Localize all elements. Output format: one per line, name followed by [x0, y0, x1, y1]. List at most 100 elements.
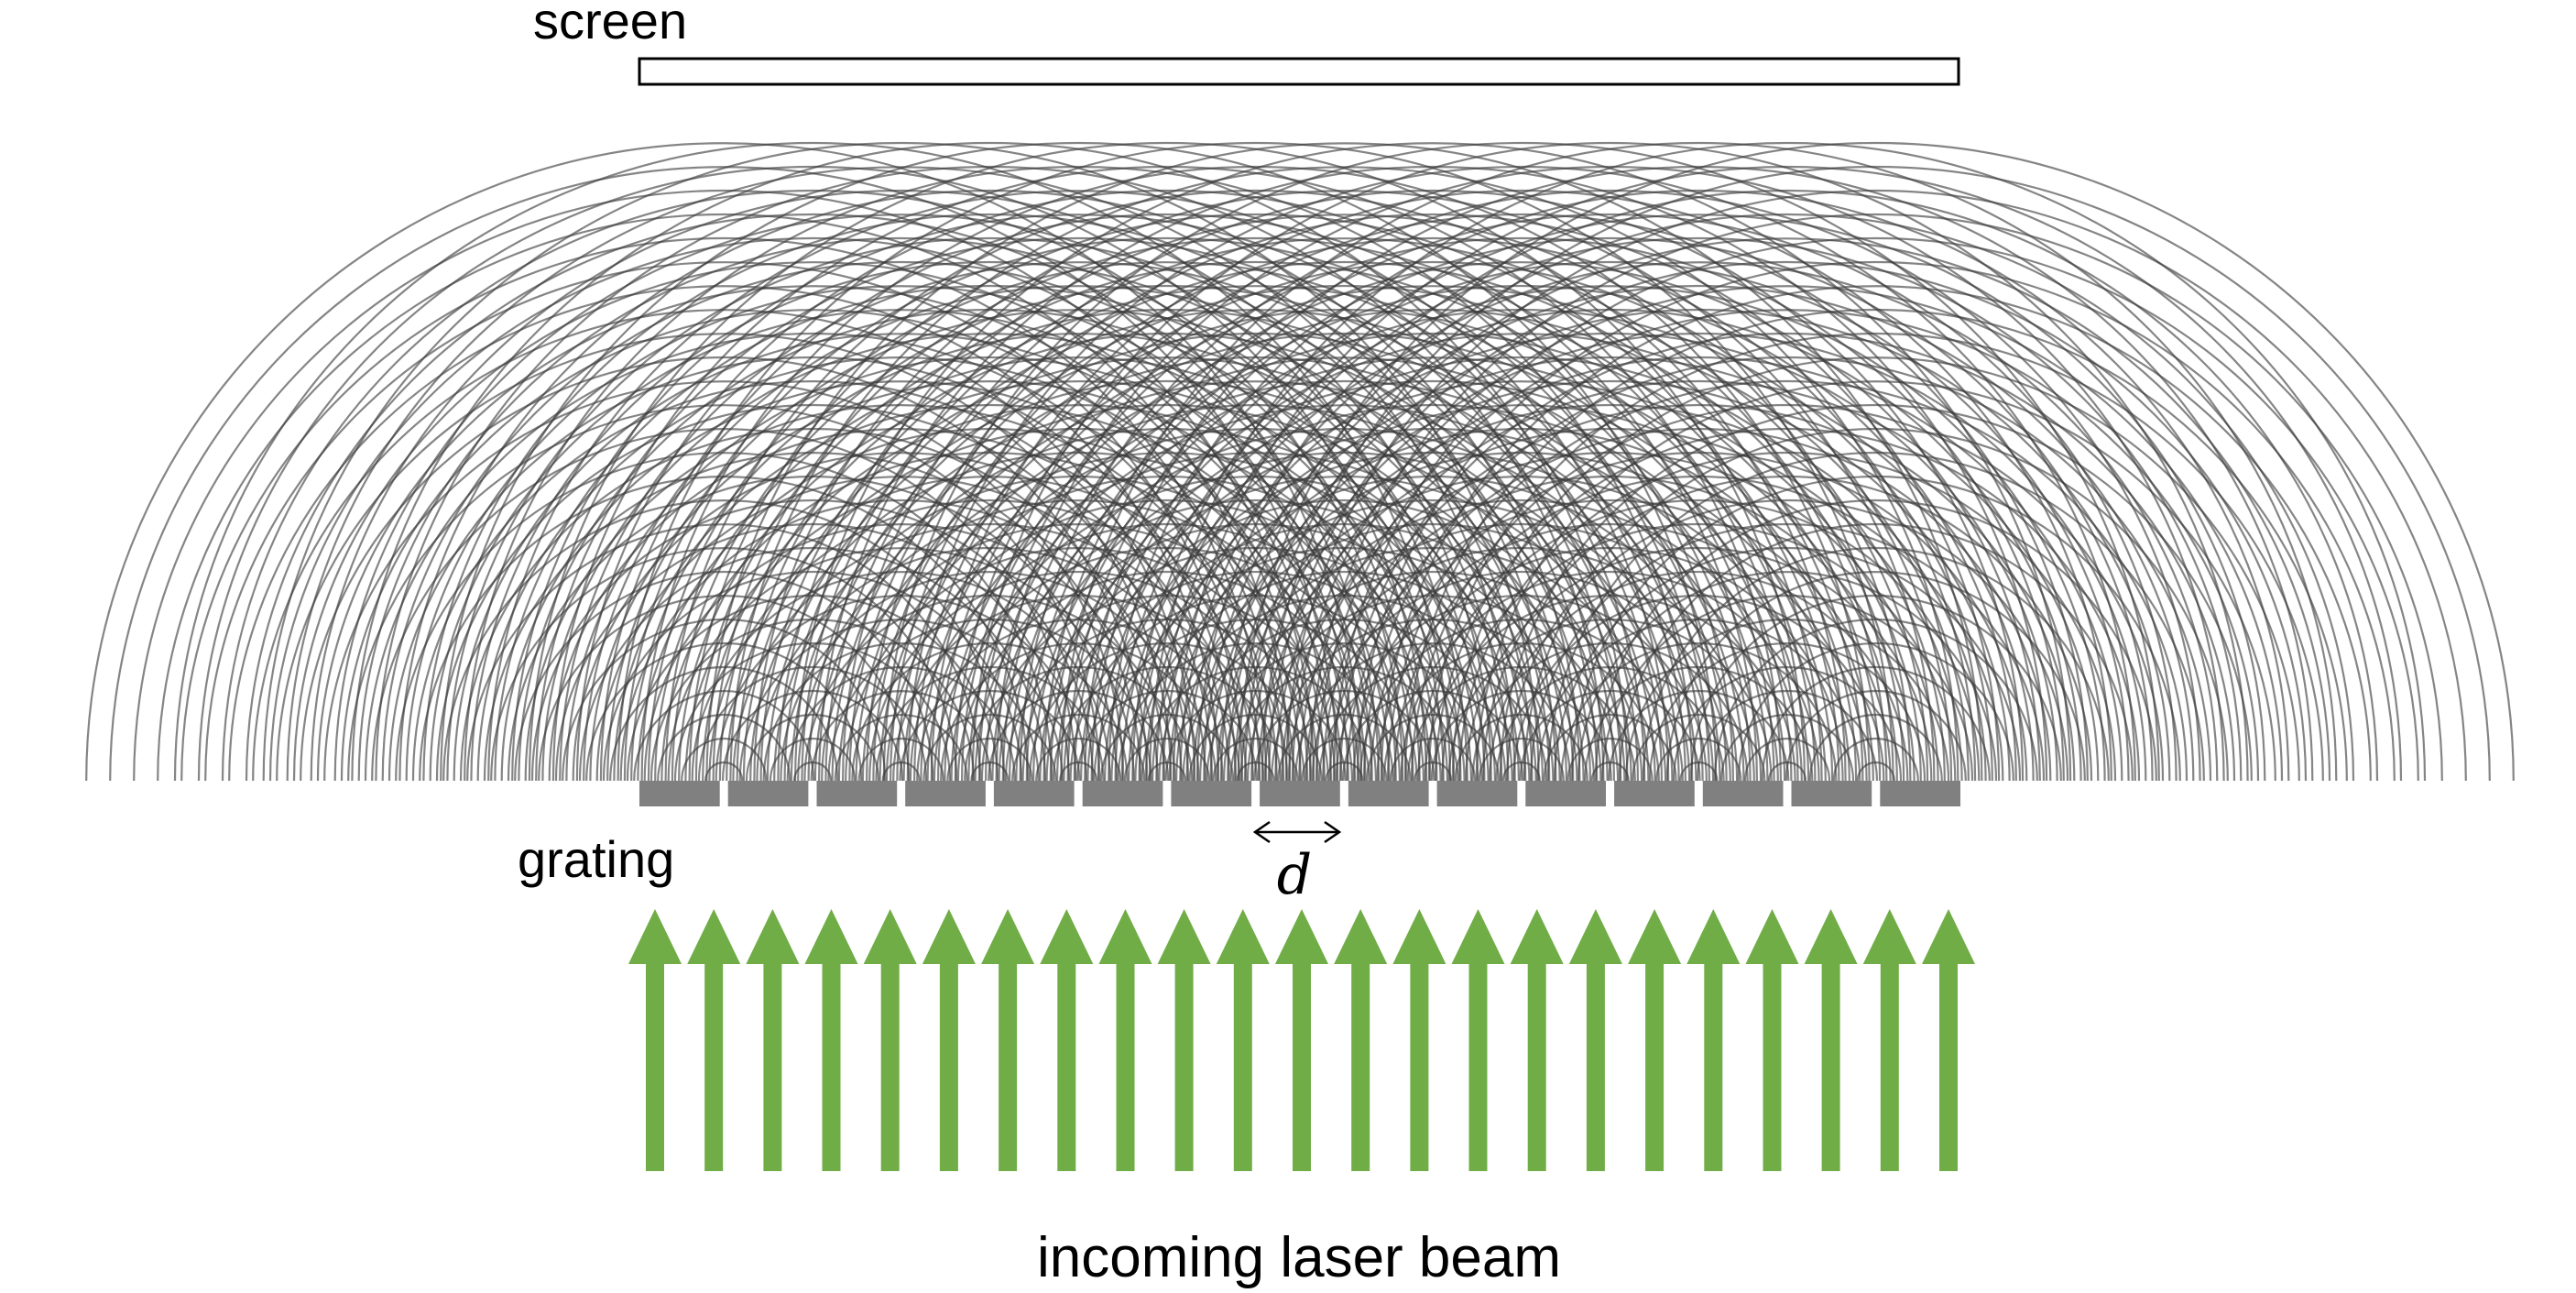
wavefront-arc [1175, 522, 1691, 782]
wavefront-arc [1380, 284, 2372, 782]
beam-arrow [1451, 909, 1505, 1171]
grating-bar [1525, 781, 1606, 806]
wavefront-arc [1499, 403, 2253, 782]
wavefront-arc [1642, 546, 2110, 782]
wavefront-arc [1570, 475, 2181, 782]
wavefront-arc [197, 165, 1428, 782]
wavefront-arc [1689, 594, 2062, 782]
grating-bar [905, 781, 986, 806]
wavefront-arc [1261, 165, 2491, 782]
grating-bar [1436, 781, 1518, 806]
wavefront-arc [1410, 403, 2165, 782]
wavefront-arc [1481, 475, 2093, 782]
wavefront-arc [1239, 499, 1803, 782]
grating-bar [1348, 781, 1429, 806]
wavefront-arc [1560, 641, 1838, 782]
wavefront-arc [1338, 332, 2236, 782]
wavefront-arc [640, 165, 1871, 782]
wavefront-arc [1352, 522, 1868, 782]
wavefront-arc [882, 141, 2160, 782]
grating-bar [727, 781, 809, 806]
wavefront-arc [1505, 499, 2069, 782]
wavefront-arc [1434, 427, 2141, 782]
beam-arrow [746, 909, 800, 1171]
wavefront-arc [1495, 665, 1725, 782]
beam-arrow [1275, 909, 1328, 1171]
wavefront-arc [937, 284, 1929, 782]
wavefront-arc [1237, 141, 2515, 782]
wavefront-arc [967, 403, 1721, 782]
wavefront-arc [1356, 260, 2396, 782]
wavefront-arc [1257, 427, 1963, 782]
wavefront-arc [1066, 236, 2154, 782]
wavefront-arc [729, 165, 1959, 782]
wavefront-arc [1308, 213, 2443, 782]
grating-bar [1260, 781, 1340, 806]
wavefront-arc [623, 236, 1710, 782]
wavefront-arc [1172, 165, 2403, 782]
wavefront-arc [1015, 451, 1674, 782]
wavefront-arc [1243, 236, 2331, 782]
wavefront-arc [1318, 665, 1548, 782]
wavefront-arc [1406, 665, 1636, 782]
wavefront-arc [1148, 141, 2427, 782]
wavefront-arc [890, 236, 1977, 782]
wavefront-arc [1382, 641, 1660, 782]
grating-bar [1171, 781, 1252, 806]
wavefront-arc [1594, 499, 2157, 782]
beam-arrow [1804, 909, 1858, 1171]
beam-arrow [1510, 909, 1564, 1171]
wavefronts [85, 141, 2515, 782]
wavefront-arc [1529, 522, 2046, 782]
wavefront-arc [551, 165, 1782, 782]
beam-arrow [1392, 909, 1446, 1171]
wavefront-arc [422, 213, 1557, 782]
wavefront-arc [1441, 522, 1957, 782]
beam-arrow [804, 909, 858, 1171]
wavefront-arc [1263, 522, 1779, 782]
grating [639, 781, 1960, 806]
screen [638, 57, 1960, 86]
wavefront-arc [1618, 522, 2134, 782]
wavefront-arc [790, 403, 1544, 782]
wavefront-arc [1138, 308, 2082, 782]
beam-arrow [981, 909, 1035, 1171]
wavefront-arc [1060, 141, 2338, 782]
wavefront-arc [1737, 641, 2014, 782]
beam-arrow [1862, 909, 1916, 1171]
wavefront-arc [1114, 284, 2106, 782]
wavefront-arc [1152, 499, 1715, 782]
wavefront-arc [375, 165, 1605, 782]
beam-arrow [628, 909, 682, 1171]
wavefront-arc [1322, 403, 2076, 782]
wavefront-arc [1785, 689, 1967, 782]
wavefront-arc [1332, 236, 2419, 782]
wavefront-arc [1328, 499, 1892, 782]
wavefront-arc [1219, 213, 2355, 782]
wavefront-arc [1655, 737, 1742, 782]
wavefront-arc [906, 165, 2136, 782]
beam-arrow [1745, 909, 1799, 1171]
wavefront-arc [1025, 284, 2017, 782]
wavefront-arc [1471, 641, 1749, 782]
wavefront-arc [913, 260, 1953, 782]
wavefront-arc [1624, 618, 1950, 782]
wavefront-arc [1168, 427, 1874, 782]
wavefront-arc [1203, 284, 2195, 782]
spacing-arrowhead-left [1252, 820, 1271, 844]
wavefront-arc [875, 665, 1105, 782]
grating-label: grating [518, 830, 674, 888]
beam-arrow [1628, 909, 1682, 1171]
wavefront-arc [1063, 499, 1626, 782]
wavefront-arc [1284, 189, 2467, 782]
wavefront-arc [1229, 665, 1459, 782]
wavefront-arc [1155, 236, 2243, 782]
wavefront-arc [1386, 379, 2189, 782]
wavefront-arc [702, 403, 1456, 782]
wavefront-arc [1141, 665, 1370, 782]
wavefront-arc [464, 165, 1694, 782]
beam-label: incoming laser beam [1037, 1226, 1561, 1289]
wavefront-arc [697, 665, 928, 782]
wavefront-arc [1761, 665, 1991, 782]
